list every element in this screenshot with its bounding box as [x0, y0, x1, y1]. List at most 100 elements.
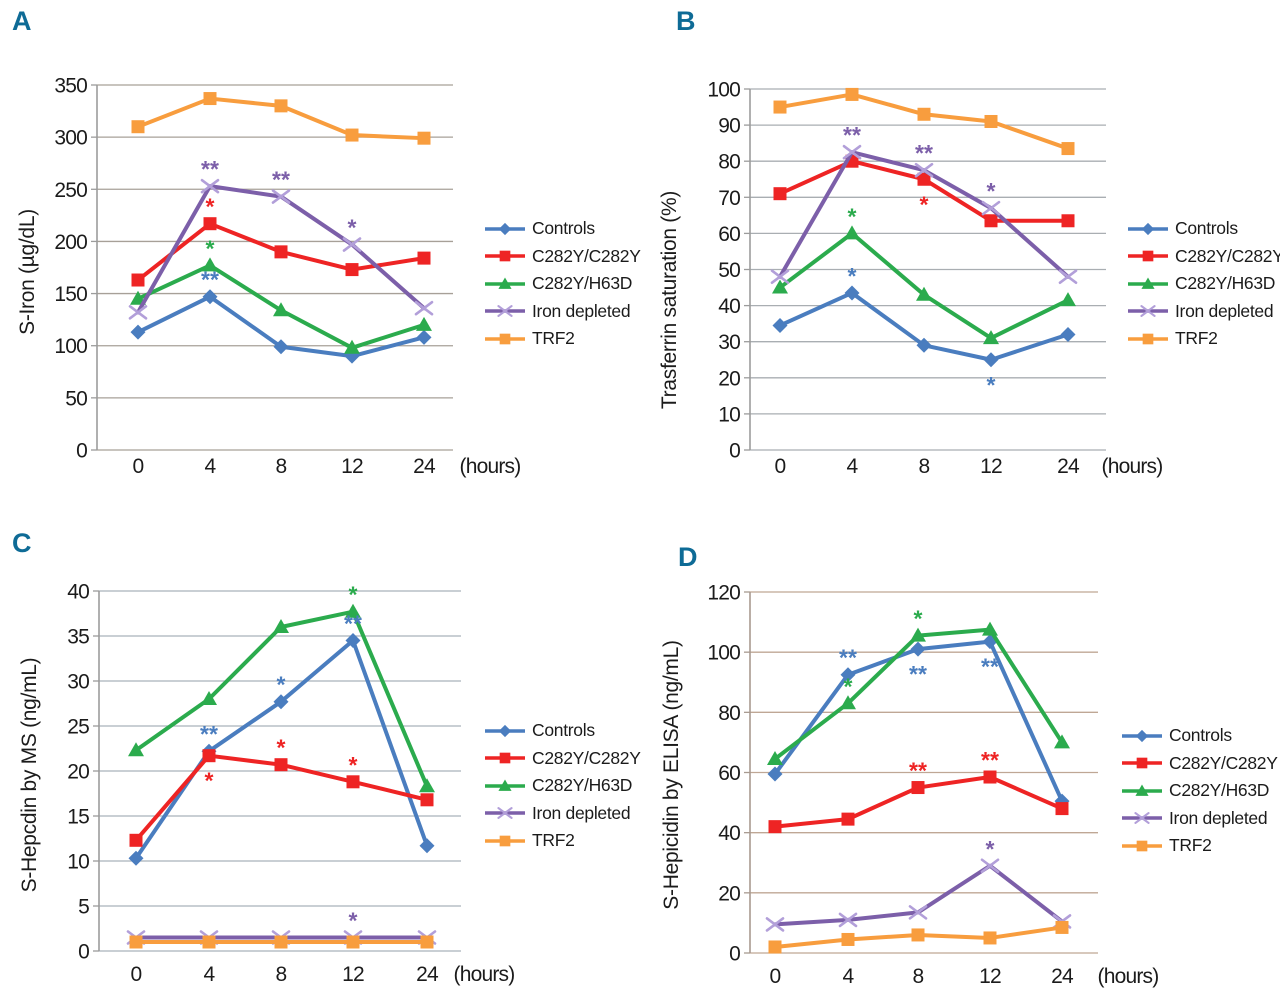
- y-tick-label: 300: [54, 127, 87, 150]
- x-tick-label: 8: [913, 965, 924, 988]
- panel-a-legend: Controls C282Y/C282Y C282Y/H63D Iron deplet…: [484, 215, 641, 353]
- legend-item-c282y-c282y: C282Y/C282Y: [1121, 750, 1278, 778]
- legend-marker-x-icon: [485, 807, 525, 820]
- significance-markers: *********: [201, 156, 356, 293]
- legend-item-c282y-h63d: C282Y/H63D: [484, 772, 641, 800]
- y-tick-label: 10: [718, 403, 740, 426]
- legend-marker-square-icon: [485, 752, 525, 764]
- legend-marker-square-icon: [1128, 250, 1168, 262]
- y-tick-label: 50: [65, 387, 87, 410]
- legend-marker-diamond-icon: [1128, 222, 1168, 235]
- x-axis-unit-label: (hours): [460, 455, 521, 478]
- y-tick-label: 60: [718, 223, 740, 246]
- x-tick-label: 0: [131, 963, 142, 986]
- legend-item-c282y-h63d: C282Y/H63D: [1121, 777, 1278, 805]
- y-tick-label: 40: [718, 295, 740, 318]
- legend-marker-triangle-icon: [1122, 784, 1162, 796]
- y-tick-label: 100: [707, 642, 740, 665]
- series-line-trf2: [773, 87, 1075, 156]
- series-line-c282y-c282y: [773, 154, 1075, 228]
- x-tick-label: 24: [413, 455, 436, 478]
- y-tick-label: 30: [67, 671, 89, 694]
- legend-marker-square-icon: [1122, 757, 1162, 769]
- legend-marker-x-icon: [1122, 812, 1162, 825]
- y-tick-label: 0: [78, 941, 89, 964]
- axis-ticks: 0 20 40 60 80 100 120 0 4 8 12 24 (hours): [707, 582, 1159, 989]
- legend-marker-triangle-icon: [485, 277, 525, 289]
- x-tick-label: 0: [133, 455, 144, 478]
- series-line-c282y-c282y: [129, 749, 434, 847]
- legend-label: Iron depleted: [1169, 807, 1268, 828]
- y-tick-label: 10: [67, 851, 89, 874]
- legend-label: Iron depleted: [1175, 300, 1274, 321]
- legend-item-iron-depleted: Iron depleted: [484, 800, 641, 828]
- significance-star: **: [200, 721, 218, 747]
- y-tick-label: 15: [67, 806, 89, 829]
- y-tick-label: 30: [718, 331, 740, 354]
- x-tick-label: 8: [919, 455, 930, 478]
- legend-marker-square-icon: [1122, 840, 1162, 852]
- legend-marker-x-icon: [485, 305, 525, 318]
- significance-star: *: [987, 178, 996, 204]
- significance-star: **: [201, 156, 219, 182]
- series-line-iron-depleted: [770, 144, 1078, 285]
- significance-star: *: [920, 191, 929, 217]
- significance-star: *: [914, 606, 923, 632]
- legend-label: TRF2: [1175, 328, 1218, 349]
- x-tick-label: 8: [276, 455, 287, 478]
- legend-label: C282Y/C282Y: [1175, 245, 1280, 266]
- significance-star: **: [843, 122, 861, 148]
- legend-marker-triangle-icon: [485, 779, 525, 791]
- legend-item-trf2: TRF2: [1121, 832, 1278, 860]
- legend-item-trf2: TRF2: [1127, 325, 1280, 353]
- significance-star: **: [981, 654, 999, 680]
- y-tick-label: 200: [54, 231, 87, 254]
- series-line-c282y-c282y: [768, 770, 1069, 834]
- legend-marker-square-icon: [1128, 333, 1168, 345]
- significance-star: **: [981, 747, 999, 773]
- significance-star: *: [349, 752, 358, 778]
- x-tick-label: 8: [276, 963, 287, 986]
- legend-item-controls: Controls: [484, 215, 641, 243]
- legend-label: Controls: [1169, 725, 1232, 746]
- significance-star: **: [201, 267, 219, 293]
- legend-label: TRF2: [532, 328, 575, 349]
- y-tick-label: 100: [707, 79, 740, 102]
- significance-star: **: [909, 758, 927, 784]
- axis-ticks: 0 10 20 30 40 50 60 70 80 90 100 0 4 8 12 24 (hours): [707, 79, 1163, 479]
- legend-label: C282Y/C282Y: [1169, 752, 1278, 773]
- legend-item-trf2: TRF2: [484, 827, 641, 855]
- x-tick-label: 24: [1051, 965, 1074, 988]
- y-tick-label: 20: [718, 882, 740, 905]
- legend-item-controls: Controls: [1127, 215, 1280, 243]
- significance-markers: *********: [843, 122, 995, 398]
- x-tick-label: 24: [416, 963, 439, 986]
- legend-item-iron-depleted: Iron depleted: [484, 298, 641, 326]
- panel-d-legend: Controls C282Y/C282Y C282Y/H63D Iron deplet…: [1121, 722, 1278, 860]
- significance-star: *: [205, 768, 214, 794]
- x-tick-label: 0: [770, 965, 781, 988]
- x-tick-label: 12: [980, 455, 1002, 478]
- y-tick-label: 70: [718, 187, 740, 210]
- legend-item-controls: Controls: [1121, 722, 1278, 750]
- axis-ticks: 0 5 10 15 20 25 30 35 40 0 4 8 12 24 (hours): [67, 581, 515, 987]
- legend-label: C282Y/H63D: [532, 775, 633, 796]
- y-tick-label: 0: [76, 440, 87, 463]
- gridlines: [744, 591, 1098, 954]
- panel-b-legend: Controls C282Y/C282Y C282Y/H63D Iron deplet…: [1127, 215, 1280, 353]
- legend-item-iron-depleted: Iron depleted: [1121, 805, 1278, 833]
- series-line-c282y-h63d: [128, 603, 435, 793]
- legend-label: Iron depleted: [532, 300, 631, 321]
- significance-star: *: [848, 203, 857, 229]
- y-tick-label: 35: [67, 626, 89, 649]
- y-tick-label: 5: [78, 896, 89, 919]
- x-tick-label: 4: [205, 455, 217, 478]
- series-line-trf2: [768, 920, 1069, 954]
- legend-item-c282y-c282y: C282Y/C282Y: [484, 745, 641, 773]
- series-line-controls: [130, 289, 432, 364]
- significance-markers: **** ****** ***: [839, 606, 999, 862]
- y-tick-label: 80: [718, 151, 740, 174]
- legend-label: C282Y/H63D: [1175, 273, 1276, 294]
